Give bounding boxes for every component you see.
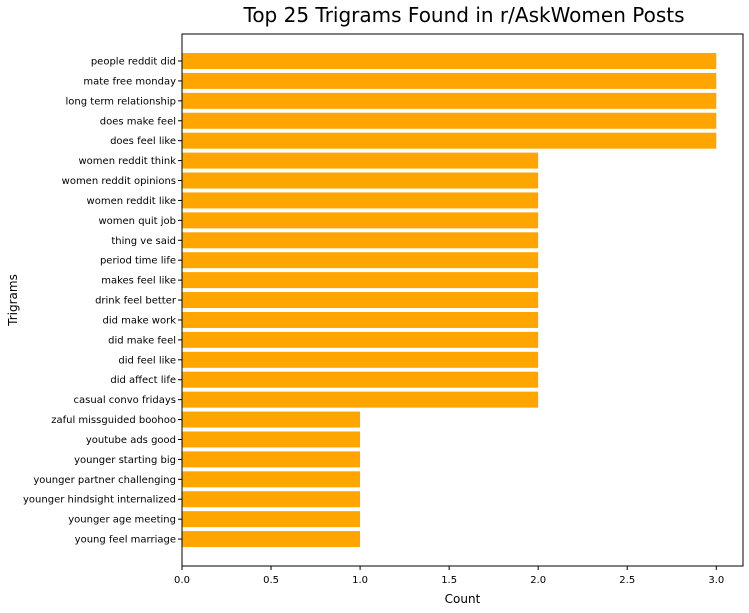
- bar: [182, 252, 539, 269]
- y-tick-label: women reddit like: [87, 196, 176, 207]
- bar: [182, 451, 361, 468]
- y-tick-label: youtube ads good: [86, 435, 176, 446]
- y-tick-label: did feel like: [118, 355, 176, 366]
- y-tick-label: women quit job: [98, 216, 176, 227]
- bar: [182, 371, 539, 388]
- x-tick-label: 0.5: [263, 575, 279, 586]
- y-tick-label: drink feel better: [95, 296, 177, 307]
- y-tick-label: zaful missguided boohoo: [51, 415, 176, 426]
- bar: [182, 232, 539, 249]
- bar: [182, 92, 717, 109]
- bar: [182, 112, 717, 129]
- y-tick-label: thing ve said: [111, 236, 176, 247]
- bar: [182, 511, 361, 528]
- y-tick-label: casual convo fridays: [74, 395, 176, 406]
- y-tick-label: long term relationship: [66, 96, 176, 107]
- x-axis-ticks: 0.0 0.5 1.0 1.5 2.0 2.5 3.0: [174, 566, 724, 586]
- y-tick-label: young feel marriage: [75, 535, 176, 546]
- y-tick-label: did make work: [103, 315, 177, 326]
- bar: [182, 272, 539, 289]
- y-axis-label: Trigrams: [6, 274, 20, 327]
- x-tick-label: 0.0: [174, 575, 190, 586]
- bar: [182, 53, 717, 69]
- y-tick-label: makes feel like: [101, 276, 176, 287]
- bars-layer: [182, 53, 717, 548]
- y-tick-label: period time life: [100, 256, 176, 267]
- y-tick-label: younger partner challenging: [33, 475, 176, 486]
- bar: [182, 471, 361, 488]
- bar: [182, 491, 361, 508]
- y-axis-ticks: people reddit did mate free monday long te…: [23, 57, 182, 546]
- bar: [182, 132, 717, 149]
- y-tick-label: women reddit think: [79, 156, 177, 167]
- bar: [182, 391, 539, 408]
- plot-frame: [181, 33, 744, 567]
- y-tick-label: younger starting big: [74, 455, 176, 466]
- y-tick-label: younger hindsight internalized: [23, 495, 176, 506]
- y-tick-label: people reddit did: [91, 57, 176, 68]
- bar: [182, 411, 361, 428]
- y-tick-label: mate free monday: [83, 76, 176, 87]
- x-tick-label: 1.5: [441, 575, 457, 586]
- bar: [182, 292, 539, 309]
- bar: [182, 72, 717, 89]
- x-axis-label: Count: [445, 592, 481, 606]
- y-tick-label: did make feel: [108, 335, 176, 346]
- bar: [182, 331, 539, 348]
- bar: [182, 192, 539, 209]
- y-tick-label: did affect life: [110, 375, 176, 386]
- y-tick-label: does make feel: [100, 116, 176, 127]
- x-tick-label: 1.0: [352, 575, 368, 586]
- bar: [182, 152, 539, 169]
- bar: [182, 351, 539, 368]
- bar: [182, 431, 361, 448]
- y-tick-label: women reddit opinions: [62, 176, 176, 187]
- bar: [182, 531, 361, 548]
- y-tick-label: does feel like: [110, 136, 176, 147]
- chart-title: Top 25 Trigrams Found in r/AskWomen Post…: [243, 3, 685, 27]
- x-tick-label: 2.5: [619, 575, 635, 586]
- bar: [182, 172, 539, 189]
- x-tick-label: 3.0: [708, 575, 724, 586]
- x-tick-label: 2.0: [530, 575, 546, 586]
- bar: [182, 212, 539, 229]
- y-tick-label: younger age meeting: [68, 515, 176, 526]
- bar: [182, 311, 539, 328]
